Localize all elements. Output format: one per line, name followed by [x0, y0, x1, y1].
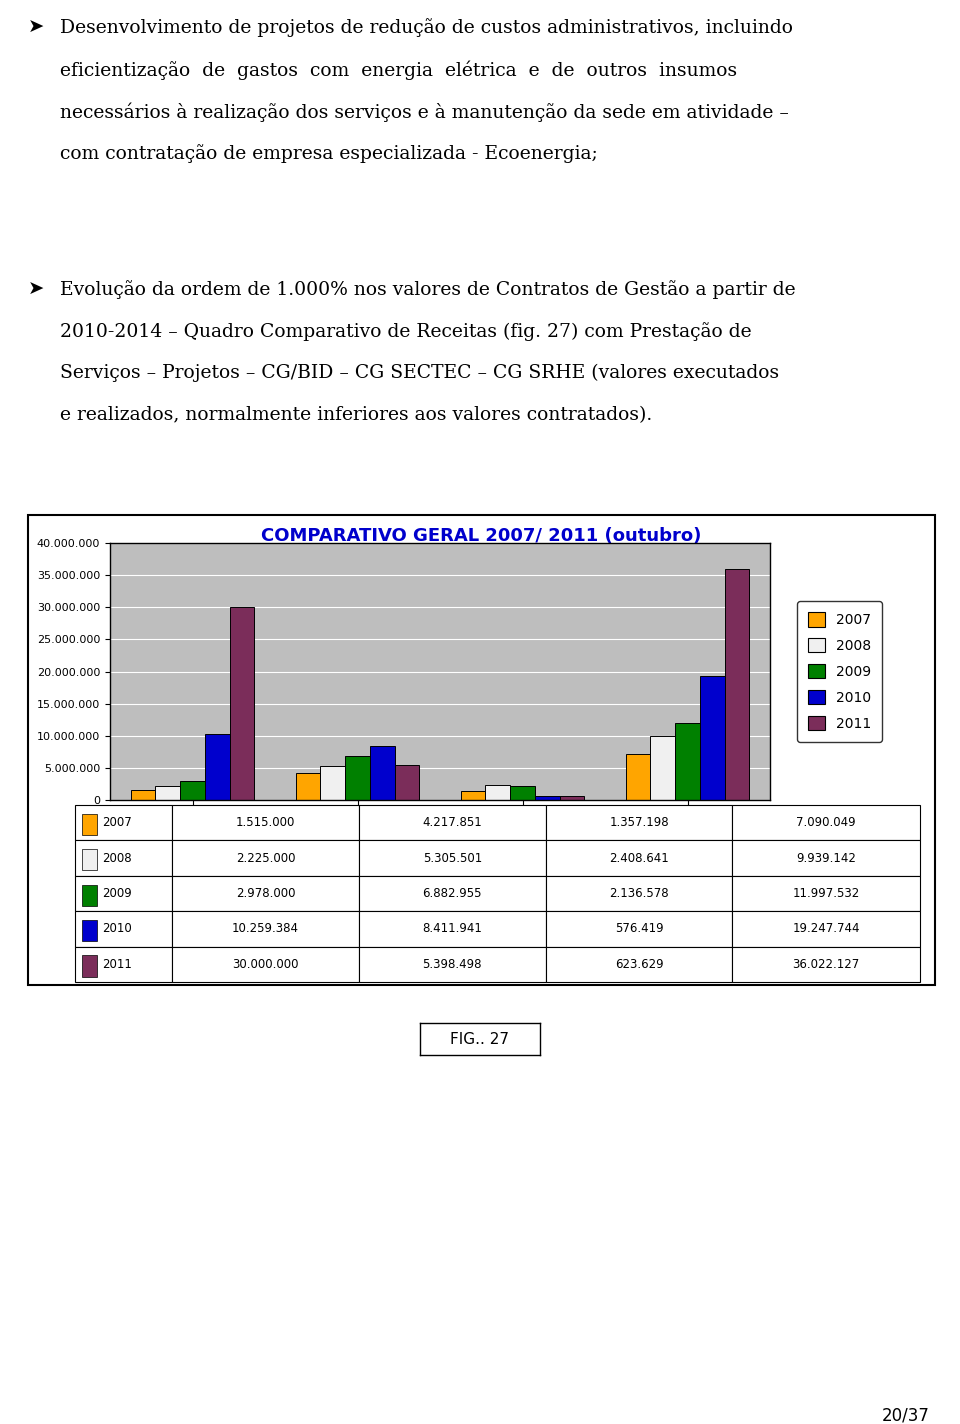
Text: 7.090.049: 7.090.049 — [797, 816, 856, 829]
Text: 10.259.384: 10.259.384 — [232, 923, 300, 936]
Bar — [75, 911, 172, 947]
Bar — [82, 815, 97, 834]
Text: 2.136.578: 2.136.578 — [610, 887, 669, 900]
Bar — [75, 947, 172, 983]
Bar — [732, 840, 920, 876]
Text: 1.515.000: 1.515.000 — [236, 816, 296, 829]
Bar — [172, 840, 359, 876]
Bar — [359, 840, 545, 876]
Bar — [75, 876, 172, 911]
Text: 6.882.955: 6.882.955 — [422, 887, 482, 900]
Text: 11.997.532: 11.997.532 — [793, 887, 860, 900]
Bar — [180, 780, 204, 800]
Bar — [204, 735, 229, 800]
Bar — [370, 746, 395, 800]
Text: COMPARATIVO GERAL 2007/ 2011 (outubro): COMPARATIVO GERAL 2007/ 2011 (outubro) — [261, 527, 702, 545]
Legend: 2007, 2008, 2009, 2010, 2011: 2007, 2008, 2009, 2010, 2011 — [797, 601, 882, 742]
Text: ➤: ➤ — [28, 281, 44, 299]
Text: 2008: 2008 — [102, 852, 132, 864]
Text: 2011: 2011 — [102, 958, 132, 971]
Text: Serviços – Projetos – CG/BID – CG SECTEC – CG SRHE (valores executados: Serviços – Projetos – CG/BID – CG SECTEC… — [60, 365, 780, 382]
Bar — [461, 792, 486, 800]
Text: 2010: 2010 — [102, 923, 132, 936]
Text: 8.411.941: 8.411.941 — [422, 923, 482, 936]
Text: 5.398.498: 5.398.498 — [422, 958, 482, 971]
Text: 2.225.000: 2.225.000 — [236, 852, 296, 864]
Text: 2007: 2007 — [102, 816, 132, 829]
Bar — [75, 805, 172, 840]
Bar — [535, 796, 560, 800]
Bar — [82, 920, 97, 941]
Bar — [359, 947, 545, 983]
Bar — [650, 736, 675, 800]
Text: 623.629: 623.629 — [614, 958, 663, 971]
Bar — [700, 676, 725, 800]
Bar — [359, 876, 545, 911]
Bar — [545, 840, 732, 876]
Bar — [359, 805, 545, 840]
Text: 576.419: 576.419 — [614, 923, 663, 936]
Bar — [321, 766, 346, 800]
Bar — [545, 911, 732, 947]
Text: FIG.. 27: FIG.. 27 — [450, 1031, 510, 1047]
Bar — [732, 911, 920, 947]
Bar — [131, 790, 156, 800]
Text: eficientização  de  gastos  com  energia  elétrica  e  de  outros  insumos: eficientização de gastos com energia elé… — [60, 60, 737, 80]
Bar — [229, 607, 254, 800]
Bar — [732, 947, 920, 983]
Text: 36.022.127: 36.022.127 — [793, 958, 860, 971]
Text: 4.217.851: 4.217.851 — [422, 816, 482, 829]
Bar — [82, 956, 97, 977]
Text: necessários à realização dos serviços e à manutenção da sede em atividade –: necessários à realização dos serviços e … — [60, 103, 789, 121]
Bar — [510, 786, 535, 800]
Bar — [675, 723, 700, 800]
Bar — [725, 568, 750, 800]
Bar — [732, 805, 920, 840]
Bar — [156, 786, 180, 800]
Text: Evolução da ordem de 1.000% nos valores de Contratos de Gestão a partir de: Evolução da ordem de 1.000% nos valores … — [60, 281, 796, 299]
Text: e realizados, normalmente inferiores aos valores contratados).: e realizados, normalmente inferiores aos… — [60, 406, 652, 424]
Text: 20/37: 20/37 — [882, 1405, 930, 1424]
Text: Desenvolvimento de projetos de redução de custos administrativos, incluindo: Desenvolvimento de projetos de redução d… — [60, 19, 793, 37]
Text: com contratação de empresa especializada - Ecoenergia;: com contratação de empresa especializada… — [60, 144, 598, 162]
Bar — [296, 773, 321, 800]
Bar — [732, 876, 920, 911]
Bar — [545, 876, 732, 911]
Bar — [82, 849, 97, 870]
Bar — [395, 765, 420, 800]
Bar — [545, 947, 732, 983]
Bar — [486, 785, 510, 800]
Bar — [75, 840, 172, 876]
Text: ➤: ➤ — [28, 19, 44, 37]
Text: 2.408.641: 2.408.641 — [610, 852, 669, 864]
Text: 2009: 2009 — [102, 887, 132, 900]
Bar — [560, 796, 585, 800]
Bar — [359, 911, 545, 947]
Bar — [172, 947, 359, 983]
Bar — [172, 876, 359, 911]
Bar — [626, 755, 650, 800]
Text: 1.357.198: 1.357.198 — [610, 816, 669, 829]
Bar — [346, 756, 370, 800]
Bar — [172, 805, 359, 840]
Bar — [172, 911, 359, 947]
Text: 5.305.501: 5.305.501 — [422, 852, 482, 864]
Bar — [545, 805, 732, 840]
Text: 30.000.000: 30.000.000 — [232, 958, 299, 971]
Text: 2.978.000: 2.978.000 — [236, 887, 296, 900]
Text: 9.939.142: 9.939.142 — [796, 852, 856, 864]
Text: 2010-2014 – Quadro Comparativo de Receitas (fig. 27) com Prestação de: 2010-2014 – Quadro Comparativo de Receit… — [60, 322, 752, 340]
Bar — [82, 884, 97, 906]
Text: 19.247.744: 19.247.744 — [792, 923, 860, 936]
